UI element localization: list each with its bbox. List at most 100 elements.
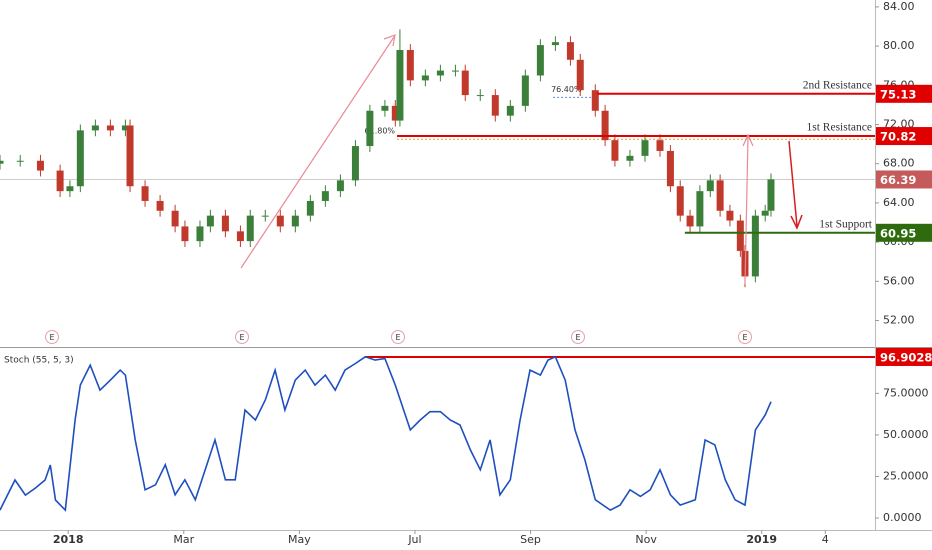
candle-body: [141, 186, 149, 201]
candle-body: [366, 110, 374, 147]
candle-body: [666, 150, 674, 187]
candle-body: [0, 160, 4, 164]
arrow-head: [790, 214, 803, 230]
candle-body: [76, 130, 84, 187]
arrow-head: [742, 133, 754, 147]
candle-body: [181, 226, 189, 242]
y-tick-label: 0.0000: [883, 511, 922, 524]
y-tick-label: 52.00: [883, 314, 915, 327]
y-tick-label: 56.00: [883, 274, 915, 287]
candle-body: [686, 215, 694, 227]
candle-body: [626, 155, 634, 161]
stoch-line: [0, 355, 772, 512]
candle-body: [291, 215, 299, 227]
candle-body: [476, 95, 484, 97]
candle-body: [767, 179, 775, 211]
level-tag: [876, 223, 932, 242]
earnings-marker: [391, 330, 405, 344]
candle-body: [391, 105, 399, 121]
candle-body: [56, 170, 64, 192]
candle-body: [706, 180, 714, 192]
level-tag: [876, 84, 932, 103]
x-tick-label: May: [288, 533, 311, 546]
x-tick-label: Nov: [635, 533, 657, 546]
candle-body: [321, 191, 329, 201]
earnings-marker: [45, 330, 59, 344]
candle-body: [716, 180, 724, 211]
indicator-title: Stoch (55, 5, 3): [4, 356, 74, 366]
level-label: 2nd Resistance: [803, 79, 872, 91]
y-tick-label: 75.0000: [883, 386, 929, 399]
x-tick-label: Sep: [520, 533, 541, 546]
candle-body: [156, 200, 164, 211]
earnings-label: E: [49, 333, 54, 342]
earnings-label: E: [239, 333, 244, 342]
fib-label: 61.80%: [365, 127, 396, 136]
x-tick-label: Jul: [407, 533, 421, 546]
y-tick-label: 25.0000: [883, 469, 929, 482]
level-label: 1st Resistance: [807, 122, 872, 134]
candle-body: [221, 215, 229, 232]
candle-body: [196, 226, 204, 242]
x-tick-label: 2018: [53, 533, 84, 546]
candle-body: [726, 210, 734, 221]
candle-body: [106, 125, 114, 131]
earnings-label: E: [395, 333, 400, 342]
candle-body: [171, 210, 179, 227]
candle-body: [611, 140, 619, 161]
candle-body: [641, 140, 649, 156]
candle-body: [676, 186, 684, 216]
x-tick-label: 2019: [746, 533, 777, 546]
candle-body: [246, 215, 254, 242]
candle-body: [381, 105, 389, 111]
arrow: [240, 36, 395, 269]
candle-body: [536, 45, 544, 76]
level-tag-label: 96.9028: [880, 350, 932, 364]
candle-body: [421, 75, 429, 81]
y-tick-label: 80.00: [883, 39, 915, 52]
current-price-tag-label: 66.39: [880, 173, 916, 187]
candle-body: [736, 220, 744, 251]
candle-body: [656, 140, 664, 151]
earnings-marker: [738, 330, 752, 344]
candle-body: [751, 215, 759, 277]
level-tag: [876, 127, 932, 146]
candle-body: [336, 180, 344, 192]
candle-body: [206, 215, 214, 227]
earnings-label: E: [575, 333, 580, 342]
y-tick-label: 50.0000: [883, 428, 929, 441]
candle-body: [491, 95, 499, 116]
earnings-marker: [571, 330, 585, 344]
candle-body: [761, 210, 769, 216]
arrow: [788, 140, 798, 227]
candle-body: [601, 110, 609, 141]
y-tick-label: 64.00: [883, 196, 915, 209]
candle-body: [36, 160, 44, 171]
candle-body: [261, 215, 269, 217]
y-tick-label: 68.00: [883, 157, 915, 170]
level-tag-label: 60.95: [880, 226, 916, 240]
candle-body: [591, 90, 599, 111]
candle-body: [521, 75, 529, 106]
y-tick-label: 84.00: [883, 0, 915, 13]
candle-body: [236, 231, 244, 242]
candle-body: [91, 125, 99, 131]
x-tick-label: 4: [822, 533, 829, 546]
candle-body: [461, 70, 469, 96]
level-tag-label: 75.13: [880, 87, 916, 101]
x-tick-label: Mar: [173, 533, 194, 546]
candle-body: [306, 200, 314, 216]
candle-body: [126, 125, 134, 187]
current-price-tag: [876, 170, 932, 189]
arrow-head: [383, 34, 396, 47]
candle-body: [121, 125, 129, 131]
candle-body: [576, 59, 584, 91]
candle-body: [351, 146, 359, 181]
level-tag-label: 70.82: [880, 130, 916, 144]
candle-body: [696, 191, 704, 227]
candle-body: [551, 42, 559, 46]
candle-body: [66, 186, 74, 192]
fib-label: 76.40%: [551, 85, 582, 94]
candle-body: [396, 49, 404, 121]
